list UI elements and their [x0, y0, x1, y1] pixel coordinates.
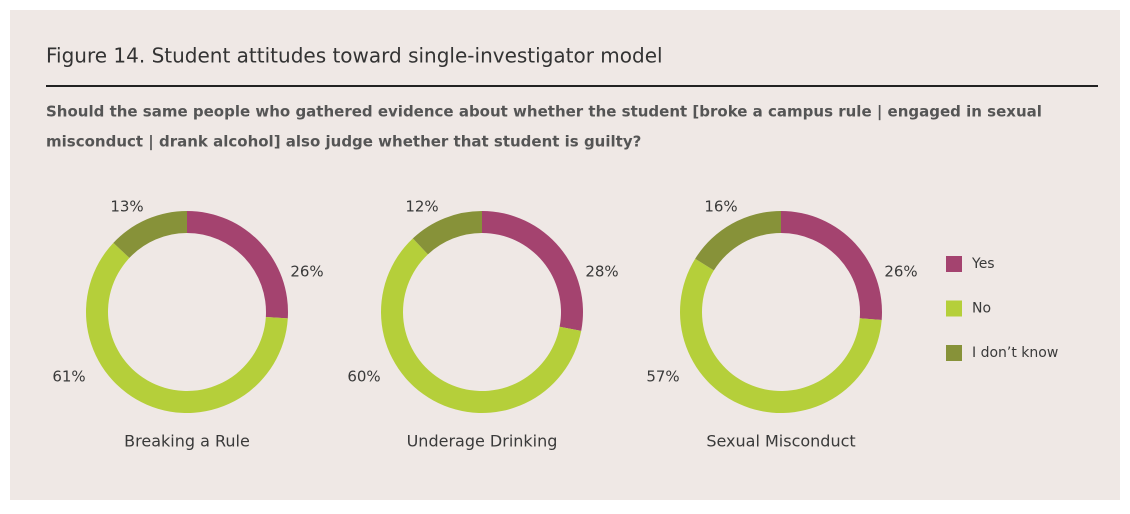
- donut-slice: [695, 211, 781, 271]
- figure-title: Figure 14. Student attitudes toward sing…: [46, 44, 663, 68]
- slice-label: 28%: [585, 263, 618, 281]
- slice-label: 16%: [704, 198, 737, 216]
- donut-slice: [482, 211, 583, 331]
- subtitle-line: misconduct | drank alcohol] also judge w…: [46, 133, 641, 152]
- donut-title: Sexual Misconduct: [706, 432, 855, 451]
- donut-slice: [781, 211, 882, 321]
- donut-title: Underage Drinking: [407, 432, 558, 451]
- legend-label: I don’t know: [972, 345, 1058, 361]
- donut-title: Breaking a Rule: [124, 432, 250, 451]
- donut-slice: [679, 258, 882, 414]
- slice-label: 12%: [405, 198, 438, 216]
- donut-slice: [113, 211, 187, 258]
- donut-slice: [187, 211, 288, 319]
- donut-slice: [85, 242, 288, 413]
- slice-label: 13%: [110, 198, 143, 216]
- donut-slice: [412, 211, 482, 255]
- slice-label: 26%: [290, 263, 323, 281]
- legend-label: Yes: [971, 256, 995, 272]
- legend-swatch: [946, 300, 962, 317]
- donut-slice: [380, 238, 582, 413]
- subtitle-line: Should the same people who gathered evid…: [46, 103, 1042, 122]
- legend-swatch: [946, 256, 962, 272]
- legend-swatch: [946, 345, 962, 361]
- legend-label: No: [972, 301, 991, 317]
- slice-label: 60%: [347, 368, 380, 386]
- slice-label: 57%: [646, 368, 679, 386]
- slice-label: 26%: [884, 263, 917, 281]
- slice-label: 61%: [52, 368, 85, 386]
